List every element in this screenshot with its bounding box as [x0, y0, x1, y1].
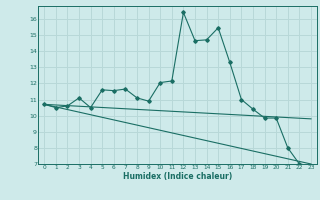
X-axis label: Humidex (Indice chaleur): Humidex (Indice chaleur)	[123, 172, 232, 181]
